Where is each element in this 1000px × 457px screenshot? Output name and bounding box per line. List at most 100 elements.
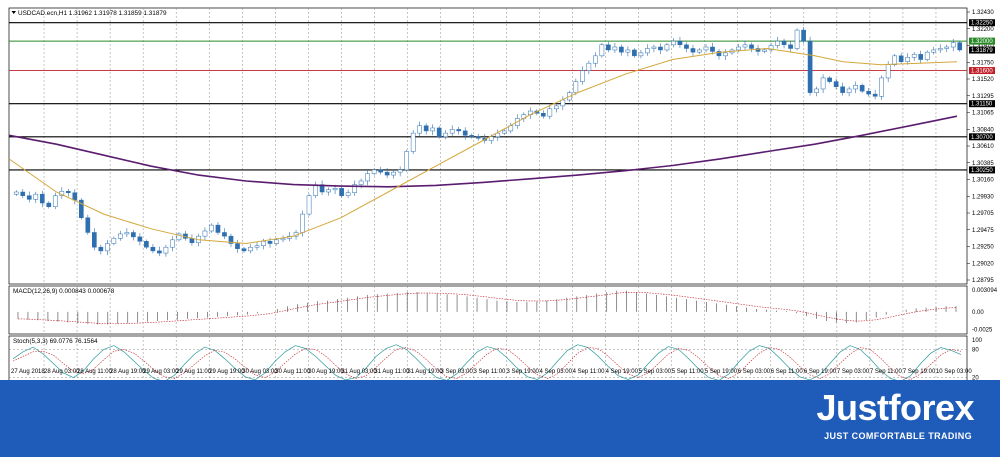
macd-signal-line — [17, 292, 957, 325]
time-tick-label: 4 Sep 19:00 — [606, 369, 639, 375]
candle-body — [410, 132, 416, 152]
candle-body — [456, 129, 462, 132]
candle-body — [768, 45, 774, 51]
candle-body — [690, 48, 696, 53]
level-tag — [969, 46, 995, 54]
candle-body — [78, 199, 84, 219]
level-tag-label: 1.31600 — [971, 69, 993, 75]
price-tick-label: 1.28795 — [972, 278, 994, 284]
candle-body — [443, 132, 449, 138]
candle-body — [313, 184, 318, 196]
candle-body — [352, 184, 357, 193]
stochastic-main-line — [12, 344, 962, 380]
time-tick-label: 5 Sep 03:00 — [639, 369, 672, 375]
candle-body — [241, 248, 247, 252]
time-tick-label: 10 Sep 03:00 — [936, 369, 972, 375]
candle-body — [391, 171, 396, 176]
price-tick-label: 1.32200 — [972, 27, 994, 33]
candle-body — [267, 241, 273, 244]
stoch-tick-label: 100 — [972, 338, 983, 344]
time-tick-label: 30 Aug 19:00 — [308, 369, 344, 375]
price-tick-label: 1.31295 — [972, 94, 994, 100]
time-tick-label: 31 Aug 11:00 — [374, 369, 410, 375]
time-tick-label: 7 Sep 19:00 — [903, 369, 936, 375]
level-tag — [969, 166, 995, 174]
price-tick-label: 1.31520 — [972, 77, 994, 83]
brand-tagline: JUST COMFORTABLE TRADING — [824, 431, 972, 441]
price-tick-label: 1.30840 — [972, 127, 994, 133]
price-tick-label: 1.29930 — [972, 194, 994, 200]
candle-body — [475, 136, 481, 139]
candle-body — [632, 49, 637, 57]
stochastic-signal-line — [12, 347, 962, 380]
candle-body — [944, 46, 950, 49]
candle-body — [26, 195, 32, 200]
candle-body — [358, 180, 364, 185]
candle-body — [46, 202, 52, 207]
candle-body — [885, 64, 891, 79]
candle-body — [684, 44, 689, 49]
time-tick-label: 7 Sep 11:00 — [870, 369, 903, 375]
level-tag — [969, 37, 995, 45]
candle-body — [417, 125, 423, 134]
price-tick-label: 1.31970 — [972, 44, 994, 50]
price-tick-label: 1.31750 — [972, 60, 994, 66]
candle-body — [202, 230, 208, 237]
candle-body — [846, 88, 852, 93]
candle-body — [371, 169, 377, 174]
candle-body — [345, 192, 351, 196]
level-tag-label: 1.30700 — [971, 135, 993, 141]
time-tick-label: 3 Sep 11:00 — [473, 369, 506, 375]
candle-body — [924, 51, 930, 60]
time-tick-label: 4 Sep 03:00 — [540, 369, 573, 375]
candle-body — [105, 243, 110, 252]
candle-body — [957, 42, 963, 51]
candle-body — [619, 46, 624, 53]
candle-body — [814, 88, 819, 93]
level-tags: 1.32250 1.32000 1.31879 1.31600 1.31150 1.307… — [969, 19, 995, 174]
price-tick-label: 1.29705 — [972, 211, 994, 217]
candle-body — [150, 246, 156, 252]
collapse-triangle-icon[interactable] — [11, 11, 17, 14]
level-tag — [969, 100, 995, 108]
candle-body — [911, 54, 917, 58]
level-tag — [969, 19, 995, 27]
candle-body — [788, 44, 793, 49]
candle-body — [449, 129, 455, 134]
candle-body — [33, 193, 39, 200]
candle-body — [547, 108, 553, 117]
candle-body — [606, 44, 611, 51]
candle-body — [755, 48, 761, 52]
candle-body — [254, 245, 260, 248]
time-tick-label: 28 Aug 11:00 — [77, 369, 113, 375]
time-tick-label: 27 Aug 2018 — [11, 369, 45, 375]
candle-body — [677, 40, 683, 46]
time-tick-label: 4 Sep 11:00 — [573, 369, 606, 375]
slow-moving-average-line — [8, 115, 958, 188]
candle-body — [404, 151, 409, 171]
fast-moving-average-line — [8, 47, 958, 245]
candle-body — [820, 77, 826, 90]
level-tag — [969, 133, 995, 141]
candle-body — [111, 238, 117, 244]
candle-body — [593, 55, 598, 64]
candle-body — [866, 90, 871, 95]
candle-body — [261, 241, 266, 246]
time-tick-label: 5 Sep 11:00 — [672, 369, 705, 375]
candle-body — [209, 224, 214, 232]
level-tag-label: 1.31150 — [971, 102, 993, 108]
time-tick-label: 7 Sep 03:00 — [837, 369, 870, 375]
macd-histogram — [17, 290, 957, 325]
candle-body — [586, 62, 592, 71]
time-tick-label: 5 Sep 19:00 — [705, 369, 738, 375]
price-tick-label: 1.29475 — [972, 228, 994, 234]
candle-body — [469, 135, 475, 138]
price-tick-label: 1.29250 — [972, 245, 994, 251]
candle-body — [52, 195, 58, 207]
candle-body — [840, 86, 845, 93]
candle-body — [118, 233, 123, 239]
candle-body — [853, 85, 858, 90]
candle-body — [85, 217, 91, 233]
time-tick-label: 6 Sep 19:00 — [804, 369, 837, 375]
